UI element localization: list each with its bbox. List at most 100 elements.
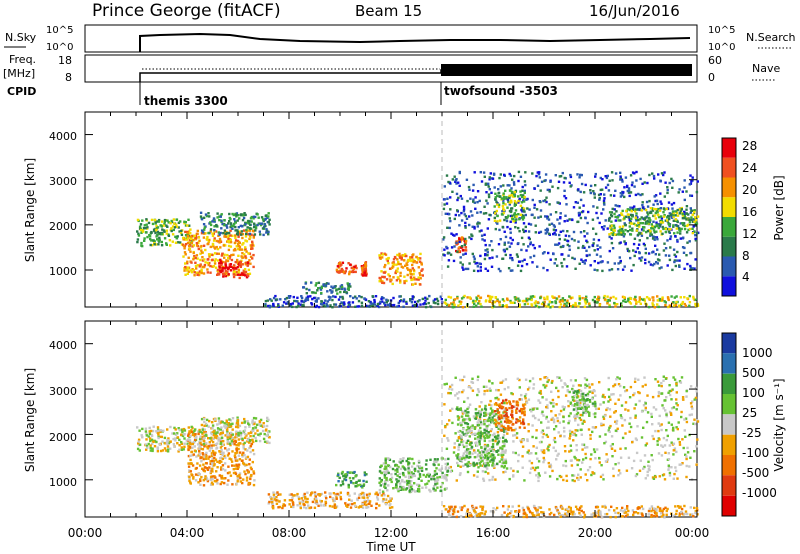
scatter-cell (681, 300, 685, 304)
scatter-cell (521, 216, 524, 219)
scatter-cell (209, 437, 212, 440)
scatter-cell (413, 467, 417, 471)
scatter-cell (577, 459, 581, 462)
scatter-cell (688, 218, 691, 222)
scatter-cell (654, 244, 657, 247)
scatter-cell (466, 199, 469, 203)
scatter-cell (523, 180, 527, 183)
scatter-cell (354, 485, 357, 488)
scatter-cell (483, 512, 487, 516)
scatter-cell (619, 261, 622, 264)
scatter-cell (252, 265, 255, 269)
scatter-cell (657, 305, 660, 309)
scatter-cell (157, 243, 160, 246)
scatter-cell (614, 511, 617, 515)
scatter-cell (320, 492, 324, 496)
scatter-cell (371, 295, 374, 298)
scatter-cell (564, 464, 568, 468)
scatter-cell (237, 244, 241, 248)
scatter-cell (400, 265, 403, 268)
scatter-cell (237, 431, 240, 435)
scatter-cell (361, 274, 365, 277)
scatter-cell (488, 300, 492, 303)
scatter-cell (567, 414, 571, 418)
scatter-cell (244, 247, 247, 251)
scatter-cell (237, 454, 241, 457)
scatter-cell (242, 451, 245, 454)
scatter-cell (187, 434, 190, 437)
scatter-cell (392, 303, 396, 307)
scatter-cell (558, 222, 561, 225)
scatter-cell (569, 305, 572, 308)
scatter-cell (435, 297, 439, 301)
scatter-cell (640, 232, 643, 235)
scatter-cell (182, 236, 185, 240)
scatter-cell (141, 230, 145, 233)
scatter-cell (245, 463, 248, 467)
scatter-cell (198, 438, 202, 441)
scatter-cell (674, 505, 677, 508)
scatter-cell (503, 243, 506, 246)
scatter-cell (244, 270, 248, 274)
scatter-cell (471, 225, 474, 228)
scatter-cell (474, 300, 478, 303)
scatter-cell (312, 291, 315, 294)
scatter-cell (633, 298, 637, 301)
scatter-cell (561, 405, 564, 408)
scatter-cell (656, 248, 659, 251)
scatter-cell (498, 195, 501, 198)
scatter-cell (433, 463, 436, 467)
scatter-cell (354, 305, 357, 308)
scatter-cell (675, 509, 678, 513)
scatter-cell (684, 417, 688, 420)
power-cbar-tick-8: 8 (742, 249, 750, 263)
scatter-cell (524, 225, 527, 229)
scatter-cell (370, 302, 373, 305)
scatter-cell (561, 299, 564, 302)
scatter-cell (394, 256, 397, 259)
scatter-cell (232, 468, 235, 471)
scatter-cell (192, 269, 195, 272)
scatter-cell (239, 260, 242, 264)
scatter-cell (250, 220, 253, 223)
scatter-cell (235, 448, 238, 451)
scatter-cell (517, 201, 520, 204)
scatter-cell (170, 219, 173, 223)
freq-tick-top: 18 (58, 54, 72, 67)
scatter-cell (263, 432, 266, 436)
scatter-cell (297, 497, 301, 501)
scatter-cell (176, 436, 180, 439)
scatter-cell (661, 221, 665, 224)
scatter-cell (234, 440, 237, 444)
scatter-cell (328, 298, 331, 301)
scatter-cell (209, 271, 212, 274)
scatter-cell (259, 233, 262, 236)
scatter-cell (460, 197, 464, 200)
scatter-cell (198, 428, 201, 432)
power-ytick-4000: 4000 (49, 130, 77, 143)
scatter-cell (349, 295, 352, 298)
scatter-cell (324, 299, 327, 302)
scatter-cell (504, 235, 508, 239)
scatter-cell (686, 262, 689, 266)
scatter-cell (268, 441, 271, 445)
scatter-cell (202, 463, 205, 466)
scatter-cell (674, 214, 677, 217)
scatter-region-8 (264, 294, 444, 309)
scatter-cell (361, 491, 364, 495)
scatter-cell (451, 421, 454, 425)
scatter-cell (635, 229, 638, 232)
scatter-cell (175, 236, 178, 240)
scatter-cell (341, 261, 345, 264)
scatter-cell (436, 476, 439, 479)
scatter-cell (349, 471, 352, 474)
scatter-cell (502, 202, 505, 205)
scatter-cell (644, 302, 647, 305)
scatter-cell (242, 445, 245, 448)
scatter-cell (509, 256, 512, 260)
scatter-cell (218, 474, 221, 477)
scatter-cell (367, 300, 371, 303)
scatter-cell (663, 214, 666, 217)
scatter-cell (446, 226, 449, 229)
scatter-cell (662, 207, 666, 210)
